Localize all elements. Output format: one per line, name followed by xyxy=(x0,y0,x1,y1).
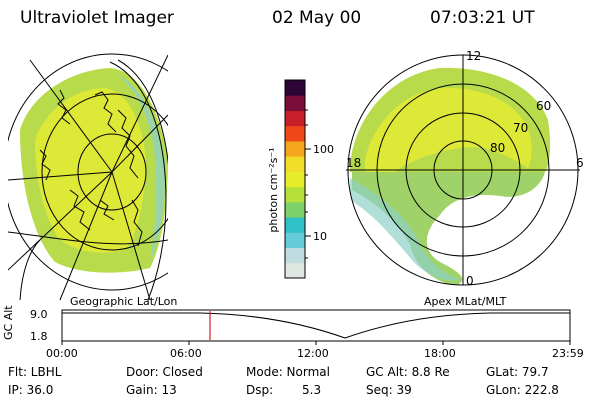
geographic-map xyxy=(8,53,168,301)
colorbar-label-100: 100 xyxy=(313,143,334,156)
polar-aurora-night xyxy=(352,172,545,285)
colorbar-cell xyxy=(285,247,305,264)
colorbar-cell xyxy=(285,232,305,249)
mlat-label-70: 70 xyxy=(513,121,528,135)
mlt-label-0: 0 xyxy=(466,274,474,288)
geo-grid xyxy=(8,53,168,301)
mlt-label-12: 12 xyxy=(466,49,481,63)
colorbar-cell xyxy=(285,171,305,188)
info-ip: IP: 36.0 xyxy=(8,383,54,397)
header-date: 02 May 00 xyxy=(272,8,362,28)
info-door: Door: Closed xyxy=(126,365,203,379)
mlt-label-18: 18 xyxy=(346,156,361,170)
info-gc-alt: GC Alt: 8.8 Re xyxy=(366,365,450,379)
info-dsp-label: Dsp: xyxy=(246,383,274,397)
geo-limb-arcs xyxy=(19,59,168,301)
colorbar-cell xyxy=(285,217,305,233)
colorbar-cell xyxy=(285,156,305,172)
polar-aurora-inner xyxy=(365,87,532,172)
colorbar-cell xyxy=(285,80,305,96)
timeline-x-label-0000: 00:00 xyxy=(46,347,78,360)
timeline-frame xyxy=(61,309,571,342)
info-glat: GLat: 79.7 xyxy=(486,365,549,379)
colorbar-cell xyxy=(285,110,305,127)
colorbar-cell xyxy=(285,186,305,203)
timeline-x-label-1200: 12:00 xyxy=(297,347,329,360)
geo-coastlines xyxy=(39,89,143,247)
colorbar-unit-label: photon cm⁻²s⁻¹ xyxy=(267,147,280,232)
timeline-x-label-0600: 06:00 xyxy=(170,347,202,360)
info-dsp-value: 5.3 xyxy=(302,383,322,397)
altitude-timeline xyxy=(61,309,571,345)
app-title: Ultraviolet Imager xyxy=(20,8,174,28)
info-seq: Seq: 39 xyxy=(366,383,412,397)
polar-aurora-fringe xyxy=(350,178,460,281)
altitude-curve xyxy=(62,312,570,339)
mlat-label-60: 60 xyxy=(536,99,551,113)
info-gain: Gain: 13 xyxy=(126,383,177,397)
timeline-axis-label: GC Alt xyxy=(2,305,15,340)
colorbar-frame xyxy=(284,79,306,279)
mlt-label-6: 6 xyxy=(576,156,584,170)
geo-panel-label: Geographic Lat/Lon xyxy=(70,295,178,308)
timeline-x-label-2359: 23:59 xyxy=(552,347,584,360)
timeline-y-label-bottom: 1.8 xyxy=(30,330,48,343)
mlat-label-80: 80 xyxy=(490,141,505,155)
info-glon: GLon: 222.8 xyxy=(486,383,559,397)
colorbar-cell xyxy=(285,201,305,218)
info-filter: Flt: LBHL xyxy=(8,365,62,379)
colorbar-cell xyxy=(285,125,305,142)
colorbar-label-10: 10 xyxy=(313,230,327,243)
colorbar-cell xyxy=(285,140,305,157)
colorbar: 100 10 photon cm⁻²s⁻¹ xyxy=(267,79,334,279)
polar-plot: 12 18 6 0 60 70 80 xyxy=(346,49,584,288)
geo-aurora-inner xyxy=(35,88,146,253)
polar-grid xyxy=(346,54,580,286)
timeline-x-label-1800: 18:00 xyxy=(424,347,456,360)
info-mode: Mode: Normal xyxy=(246,365,330,379)
geo-aurora-fringe xyxy=(118,75,166,262)
timeline-y-label-top: 9.0 xyxy=(30,308,48,321)
header-time: 07:03:21 UT xyxy=(430,8,535,28)
colorbar-cell xyxy=(285,95,305,111)
colorbar-cell xyxy=(285,262,305,279)
polar-panel-label: Apex MLat/MLT xyxy=(424,295,507,308)
